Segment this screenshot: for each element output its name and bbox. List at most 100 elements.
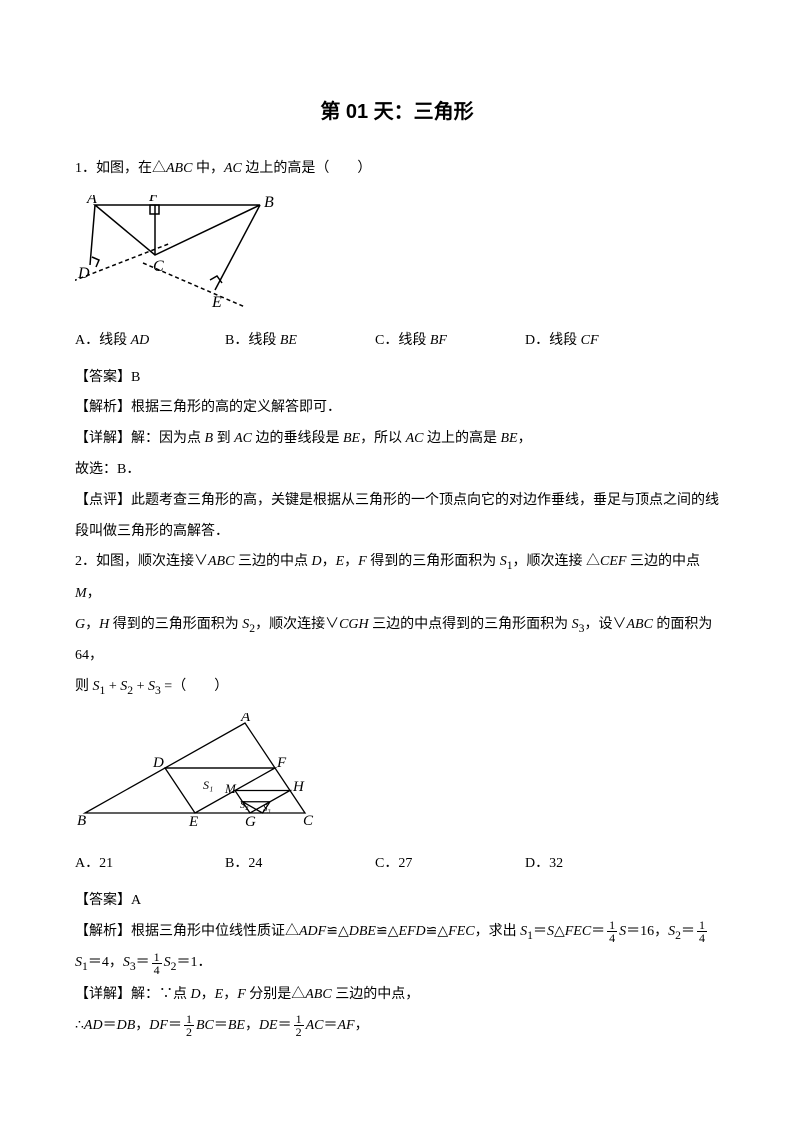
q2-options: A．21 B．24 C．27 D．32 [75,849,719,880]
q2-figure: A B C D E F G H M S₁ S₂ S₃ [75,713,719,833]
var: ABC [166,161,192,176]
opt-c: C．线段 BF [375,326,525,357]
v: ADF [299,924,326,939]
t: 得到的三角形面积为 [109,617,242,632]
v: AC [306,1018,324,1033]
lbl-F: F [148,195,159,205]
q2-s1: 2．如图，顺次连接∨ABC 三边的中点 D，E，F 得到的三角形面积为 S1，顺… [75,547,719,609]
frac-1-4: 14 [152,951,162,976]
var: BE [343,431,360,446]
q1-options: A．线段 AD B．线段 BE C．线段 BF D．线段 CF [75,326,719,357]
v: ABC [305,987,331,1002]
text: 【详解】解：因为点 [75,431,205,446]
v: G [75,617,85,632]
q2-ex4: ∴AD＝DB，DF＝12BC＝BE，DE＝12AC＝AF， [75,1011,719,1042]
v: S [93,679,100,694]
v: S [547,924,554,939]
t: + [133,679,148,694]
t: =（ ） [161,679,228,694]
v: S [75,955,82,970]
lbl-D: D [152,755,164,771]
v: M [75,586,87,601]
t: 得到的三角形面积为 [367,554,500,569]
opt-d: D．32 [525,849,675,880]
lbl-B: B [77,813,86,829]
v: DB [117,1018,136,1033]
v: DF [149,1018,168,1033]
frac-1-2: 12 [184,1013,194,1038]
text: ， [518,431,532,446]
lbl-E: E [188,814,198,830]
lbl-C: C [153,258,164,275]
v: DBE [349,924,376,939]
t: ，求出 [475,924,521,939]
q2-s3: 则 S1 + S2 + S3 =（ ） [75,672,719,703]
lbl-E: E [211,294,222,310]
t: ＝1． [176,955,211,970]
q1-stem: 1．如图，在△ABC 中，AC 边上的高是（ ） [75,154,719,185]
v: BE [228,1018,245,1033]
lbl-D: D [77,265,90,282]
t: ≌△ [426,924,449,939]
v: FEC [565,924,591,939]
v: F [237,987,246,1002]
opt-b: B．线段 BE [225,326,375,357]
lbl-M: M [224,781,237,796]
lbl-S1: S₁ [203,778,213,792]
var: B [205,431,214,446]
text: 边上的高是（ ） [242,161,372,176]
frac-1-4: 14 [607,919,617,944]
lbl-F: F [276,755,287,771]
v: AF [338,1018,355,1033]
t: ＝ [278,1018,292,1033]
q2-ex1: 【解析】根据三角形中位线性质证△ADF≌△DBE≌△EFD≌△FEC，求出 S1… [75,917,719,948]
q1-exp2: 【详解】解：因为点 B 到 AC 边的垂线段是 BE，所以 AC 边上的高是 B… [75,424,719,455]
opt-d: D．线段 CF [525,326,675,357]
v: ABC [208,554,234,569]
t: ＝ [136,955,150,970]
t: ＝ [214,1018,228,1033]
lbl-G: G [245,814,256,830]
t: ，顺次连接 △ [513,554,601,569]
v: AD [84,1018,103,1033]
t: ＝ [591,924,605,939]
t: ， [87,586,101,601]
text: 到 [213,431,234,446]
t: 【详解】解：∵点 [75,987,191,1002]
var: CF [581,333,599,348]
t: ∴ [75,1018,84,1033]
opt-a: A．线段 AD [75,326,225,357]
q1-exp3: 故选：B． [75,455,719,486]
q2-ex2: S1＝4，S3＝14S2＝1． [75,948,719,979]
q2-ex3: 【详解】解：∵点 D，E，F 分别是△ABC 三边的中点， [75,980,719,1011]
t: △ [554,924,565,939]
lbl-S2: S₂ [240,800,249,811]
v: EFD [398,924,425,939]
t: ，顺次连接∨ [255,617,339,632]
lbl-S3: S₃ [263,803,271,813]
frac-1-2: 12 [294,1013,304,1038]
t: ， [355,1018,369,1033]
t: ＝4， [88,955,123,970]
v: DE [259,1018,278,1033]
v: E [336,554,345,569]
t: ， [322,554,336,569]
text: A．线段 [75,333,131,348]
t: ＝ [533,924,547,939]
t: ≌△ [326,924,349,939]
var: AC [406,431,424,446]
lbl-A: A [240,713,251,725]
v: BC [196,1018,214,1033]
lbl-C: C [303,813,314,829]
text: 边的垂线段是 [252,431,343,446]
v: FEC [448,924,474,939]
var: BF [430,333,447,348]
text: C．线段 [375,333,430,348]
opt-a: A．21 [75,849,225,880]
var: AC [234,431,252,446]
opt-c: C．27 [375,849,525,880]
v: CEF [600,554,626,569]
v: D [311,554,321,569]
v: H [99,617,109,632]
v: S [123,955,130,970]
